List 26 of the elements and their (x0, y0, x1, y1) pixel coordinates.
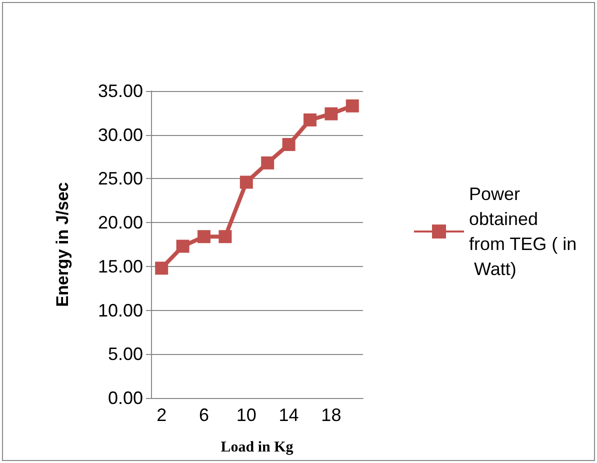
legend-label: Power obtained from TEG ( in Watt) (469, 184, 577, 279)
y-tick-label: 20.00 (98, 212, 143, 233)
point (176, 240, 190, 253)
y-tick-label: 0.00 (108, 388, 143, 408)
point (240, 176, 253, 189)
y-tick-label: 5.00 (108, 344, 143, 364)
point (282, 138, 296, 152)
y-tick-label: 25.00 (98, 168, 143, 189)
x-tick-label: 10 (236, 405, 256, 425)
y-tick-label: 15.00 (98, 256, 143, 276)
x-axis-title: Load in Kg (220, 440, 294, 456)
y-tick-label: 10.00 (98, 300, 143, 320)
point (155, 262, 168, 275)
x-tick-label: 6 (198, 405, 210, 425)
y-tick-label: 35.00 (98, 81, 143, 101)
point (304, 113, 316, 126)
point (324, 107, 338, 120)
point (346, 99, 359, 112)
x-tick-label: 18 (321, 405, 342, 425)
y-axis-title: Energy in J/sec (53, 182, 72, 307)
y-tick-label: 30.00 (98, 124, 143, 145)
x-tick-label: 14 (278, 405, 299, 425)
point (261, 156, 274, 170)
x-tick-label: 2 (156, 405, 167, 425)
point (218, 230, 232, 244)
point (198, 230, 210, 244)
